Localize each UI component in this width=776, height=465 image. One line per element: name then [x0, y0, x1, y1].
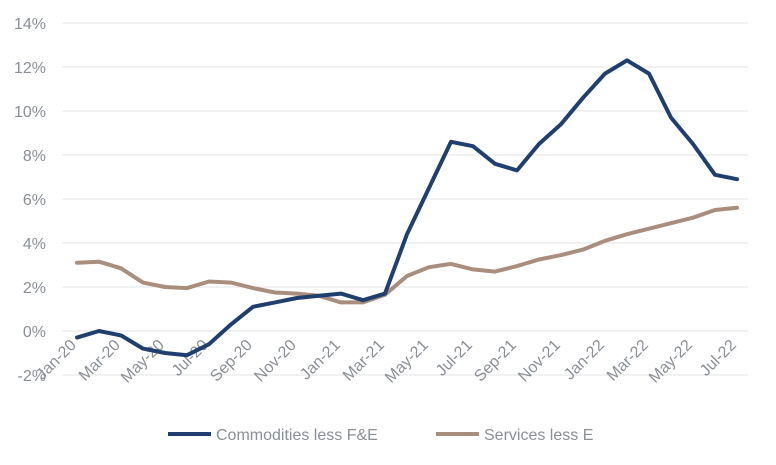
- series-line-commodities-less-f-e: [75, 58, 739, 358]
- y-tick-label: 2%: [23, 280, 46, 297]
- x-tick-label: Mar-21: [340, 337, 388, 385]
- y-tick-label: 0%: [23, 324, 46, 341]
- x-tick-label: Jul-20: [169, 337, 212, 380]
- y-tick-label: 12%: [14, 60, 46, 77]
- y-tick-label: 14%: [14, 16, 46, 33]
- legend-label-commodities: Commodities less F&E: [216, 427, 378, 444]
- x-tick-label: Nov-21: [515, 337, 564, 386]
- x-tick-label: Jan-20: [33, 337, 80, 384]
- y-tick-label: 8%: [23, 148, 46, 165]
- legend: Commodities less F&E Services less E: [168, 427, 593, 444]
- x-tick-label: May-20: [118, 337, 168, 387]
- x-tick-label: Jul-22: [697, 337, 740, 380]
- gridlines: [62, 22, 748, 376]
- x-tick-label: May-22: [646, 337, 696, 387]
- legend-label-services: Services less E: [484, 427, 593, 444]
- y-tick-label: 4%: [23, 236, 46, 253]
- y-tick-label: 10%: [14, 104, 46, 121]
- x-tick-label: Sep-20: [207, 337, 256, 386]
- x-tick-label: Sep-21: [471, 337, 520, 386]
- y-axis-tick-labels: -2% 0% 2% 4% 6% 8% 10% 12% 14%: [14, 16, 46, 385]
- series-line-services-less-e: [75, 205, 739, 305]
- y-tick-label: 6%: [23, 192, 46, 209]
- x-tick-label: Jan-21: [297, 337, 344, 384]
- x-tick-label: May-21: [382, 337, 432, 387]
- x-tick-label: Nov-20: [251, 337, 300, 386]
- x-tick-label: Mar-22: [604, 337, 652, 385]
- series-lines: [75, 58, 739, 358]
- y-tick-label: -2%: [18, 368, 46, 385]
- x-tick-label: Jan-22: [561, 337, 608, 384]
- x-tick-label: Jul-21: [433, 337, 476, 380]
- x-tick-label: Mar-20: [76, 337, 124, 385]
